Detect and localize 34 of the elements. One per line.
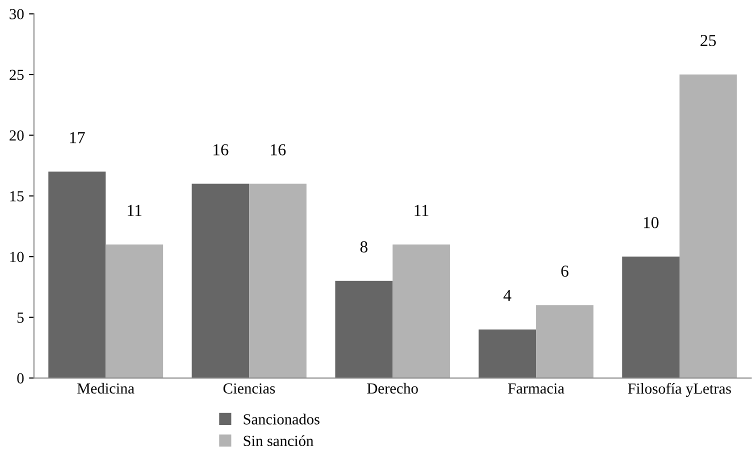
- bar: [536, 305, 594, 378]
- data-label: 4: [504, 290, 512, 301]
- data-label: 11: [414, 204, 428, 216]
- x-tick-label: Medicina: [77, 382, 134, 394]
- data-label: 25: [700, 34, 716, 46]
- x-tick-label: Ciencias: [223, 383, 275, 394]
- bar: [106, 244, 164, 378]
- bar: [478, 329, 536, 378]
- bar: [48, 172, 106, 378]
- data-label: 11: [128, 204, 142, 216]
- y-tick-label: 30: [10, 8, 24, 20]
- bar: [249, 184, 307, 378]
- data-label: 16: [214, 144, 228, 156]
- y-tick-label: 10: [10, 252, 24, 262]
- legend-label: Sin sanción: [244, 435, 314, 446]
- x-tick-label: Filosofía yLetras: [628, 382, 731, 397]
- data-label: 17: [70, 132, 85, 144]
- data-label: 10: [644, 216, 659, 228]
- y-tick-label: 20: [10, 130, 24, 141]
- y-tick-label: 25: [10, 70, 24, 80]
- y-tick-label: 0: [17, 373, 24, 384]
- x-tick-label: Farmacia: [508, 383, 564, 394]
- bar: [192, 184, 250, 378]
- legend-label: Sancionados: [244, 414, 320, 424]
- y-tick-label: 15: [10, 191, 24, 202]
- bar: [680, 74, 737, 378]
- bar: [392, 244, 450, 378]
- data-label: 8: [360, 241, 368, 253]
- bar: [622, 256, 680, 378]
- bar: [335, 280, 393, 378]
- x-tick-label: Derecho: [367, 382, 418, 394]
- data-label: 16: [270, 144, 286, 156]
- data-label: 6: [561, 266, 568, 277]
- y-tick-label: 5: [18, 312, 24, 323]
